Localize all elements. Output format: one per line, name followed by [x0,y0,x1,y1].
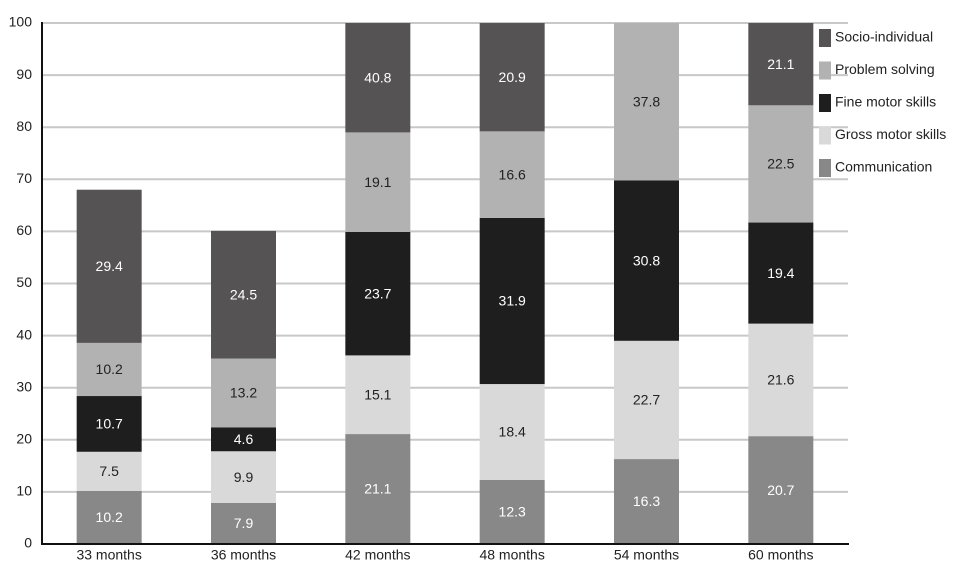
legend-label: Communication [835,159,932,175]
bar-segment [479,479,545,544]
data-label: 22.5 [767,156,794,172]
data-label: 7.9 [234,515,254,531]
bar-segment [76,396,142,452]
bar-segment [748,105,814,223]
bar-segment [345,434,411,544]
data-label: 19.4 [767,265,794,281]
data-label: 21.1 [364,481,391,497]
bar-segment [211,358,276,428]
bar-segment [211,427,276,452]
data-label: 16.3 [633,493,660,509]
data-label: 24.5 [230,286,257,302]
bar-segment [479,131,545,218]
data-label: 20.7 [767,482,794,498]
bar-segment [76,451,142,491]
data-label: 21.6 [767,372,794,388]
legend-label: Gross motor skills [835,126,946,142]
x-tick-label: 36 months [211,547,276,563]
y-tick-label: 80 [16,118,32,134]
bar-segment [748,23,814,106]
data-label: 31.9 [499,293,526,309]
data-label: 37.8 [633,93,660,109]
bar-segment [479,384,545,480]
bar-segment [211,502,276,544]
bar-segment [345,132,411,232]
data-label: 19.1 [364,174,391,190]
x-tick-label: 48 months [479,547,544,563]
legend: Socio-individual Problem solving Fine moto… [819,29,946,177]
data-label: 10.7 [96,416,123,432]
data-label: 18.4 [499,424,526,440]
data-label: 16.6 [499,166,526,182]
bar-segment [479,23,545,132]
data-label: 40.8 [364,69,391,85]
y-tick-label: 60 [16,222,32,238]
bar-segment [76,189,142,343]
data-label: 22.7 [633,392,660,408]
bar-segment [748,222,814,324]
data-label: 10.2 [96,361,123,377]
y-tick-label: 20 [16,431,32,447]
x-tick-label: 54 months [614,547,679,563]
data-label: 21.1 [767,56,794,72]
y-tick-label: 30 [16,378,32,394]
y-tick-label: 50 [16,274,32,290]
x-tick-label: 33 months [76,547,141,563]
bar-segment [614,23,679,181]
y-tick-label: 100 [9,14,33,30]
bar-segment [345,355,411,435]
bar-segment [76,342,142,397]
data-label: 10.2 [96,509,123,525]
y-tick-label: 10 [16,483,32,499]
grid [42,22,848,545]
legend-label: Fine motor skills [835,94,936,110]
bar-segment [614,340,679,460]
bar-segment [211,230,276,359]
bar-segment [614,180,679,341]
y-tick-label: 90 [16,66,32,82]
bar-segment [748,323,814,437]
bar-segment [211,451,276,503]
data-label: 7.5 [99,463,119,479]
legend-swatch [819,159,831,177]
y-tick-label: 40 [16,326,32,342]
bar-segment [76,490,142,544]
bar-segment [479,217,545,385]
legend-swatch [819,126,831,145]
data-label: 29.4 [96,258,123,274]
x-tick-label: 60 months [748,547,813,563]
data-label: 13.2 [230,385,257,401]
y-tick-label: 70 [16,170,32,186]
legend-swatch [819,61,831,80]
legend-label: Problem solving [835,61,935,77]
data-label: 12.3 [499,504,526,520]
bar-segment [614,459,679,544]
data-label: 15.1 [364,386,391,402]
bar-segment [748,436,814,544]
data-label: 4.6 [234,431,254,447]
x-tick-label: 42 months [345,547,410,563]
y-tick-label: 0 [24,535,32,551]
legend-swatch [819,29,831,47]
labels: 0 10 20 30 40 50 60 70 80 90 100 33 months 10.2 7.5 10… [9,14,814,563]
legend-label: Socio-individual [835,29,933,45]
data-label: 30.8 [633,252,660,268]
bar-segment [345,23,411,133]
bar-segment [345,231,411,356]
data-label: 20.9 [499,69,526,85]
data-label: 9.9 [234,469,254,485]
legend-swatch [819,94,831,112]
bars [76,23,814,544]
data-label: 23.7 [364,285,391,301]
